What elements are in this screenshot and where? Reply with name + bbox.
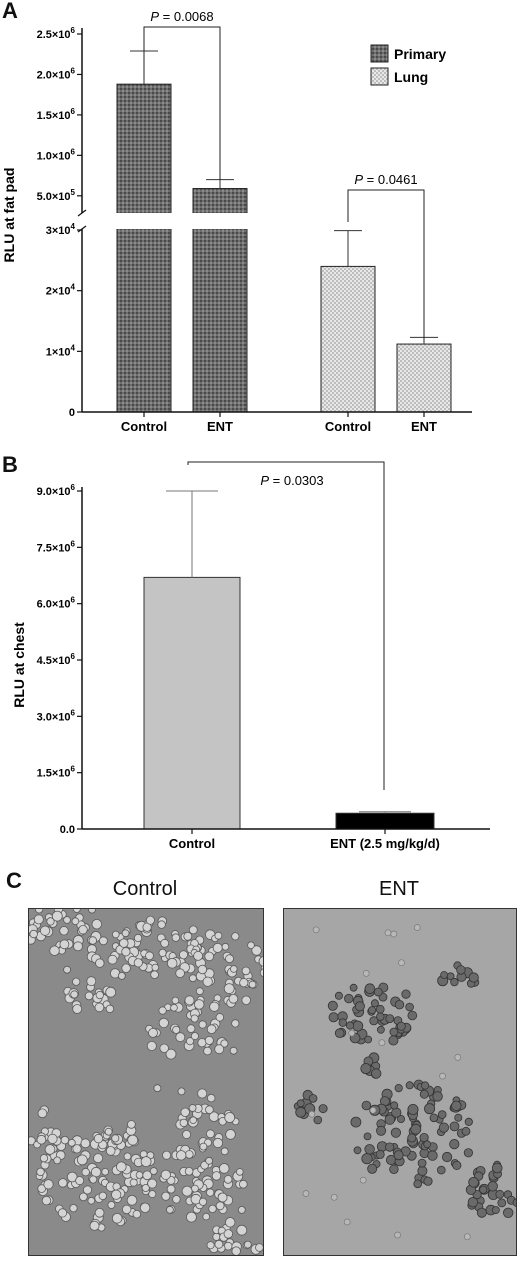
image-title-ent: ENT bbox=[379, 878, 419, 900]
p-value-b: P = 0.0303 bbox=[260, 473, 323, 488]
legend-swatch-0 bbox=[370, 44, 389, 63]
y-tick-label-b-2: 3.0×106 bbox=[37, 708, 76, 723]
y-tick-label-a-up-2: 1.5×106 bbox=[37, 107, 76, 122]
panel-label-a: A bbox=[2, 0, 18, 23]
bar-b-0 bbox=[143, 576, 241, 830]
axis-break-mark-2 bbox=[77, 225, 87, 233]
bar-b-1 bbox=[335, 812, 435, 830]
micrograph-control bbox=[28, 908, 264, 1256]
significance-bracket-b bbox=[187, 461, 385, 790]
y-tick-label-a-low-1: 1×104 bbox=[46, 343, 76, 358]
micrograph-control-cells bbox=[29, 909, 263, 1255]
p-value-a-0: P = 0.0068 bbox=[150, 9, 213, 24]
p-value-a-1: P = 0.0461 bbox=[354, 172, 417, 187]
legend-label-1: Lung bbox=[394, 69, 428, 85]
y-tick-label-b-6: 9.0×106 bbox=[37, 483, 76, 498]
y-tick-label-a-up-0: 5.0×105 bbox=[37, 188, 76, 203]
bar-a-3 bbox=[396, 343, 452, 413]
category-label-a-3: ENT bbox=[411, 419, 437, 434]
micrograph-ent-cells bbox=[293, 924, 516, 1241]
y-axis-label-a: RLU at fat pad bbox=[1, 168, 17, 263]
bar-a-0 bbox=[116, 83, 172, 413]
significance-bracket-a-1 bbox=[347, 189, 425, 342]
y-tick-label-b-4: 6.0×106 bbox=[37, 596, 76, 611]
legend-swatch-1 bbox=[370, 67, 389, 86]
chart-b: Control ENT (2.5 mg/kg/d) 0.0 1.5×106 3.0×10… bbox=[11, 461, 490, 851]
y-tick-label-a-low-0: 0 bbox=[69, 407, 75, 419]
category-label-b-1: ENT (2.5 mg/kg/d) bbox=[330, 836, 440, 851]
significance-bracket-a-0 bbox=[143, 26, 221, 180]
chart-a: Control ENT Control ENT 5.0×105 1.0×106 1.5×10… bbox=[1, 9, 472, 434]
y-tick-label-a-up-1: 1.0×106 bbox=[37, 147, 76, 162]
y-tick-label-b-1: 1.5×106 bbox=[37, 765, 76, 780]
y-tick-label-b-0: 0.0 bbox=[60, 824, 75, 836]
category-label-a-2: Control bbox=[325, 419, 371, 434]
y-tick-label-a-low-3: 3×104 bbox=[46, 222, 76, 237]
axis-break-gap bbox=[84, 213, 254, 229]
micrograph-ent bbox=[283, 908, 517, 1256]
y-tick-label-b-5: 7.5×106 bbox=[37, 539, 76, 554]
category-label-b-0: Control bbox=[169, 836, 215, 851]
y-tick-label-a-low-2: 2×104 bbox=[46, 283, 76, 298]
panel-label-b: B bbox=[2, 452, 18, 477]
legend-label-0: Primary bbox=[394, 46, 446, 62]
bar-a-2 bbox=[320, 265, 376, 413]
y-tick-label-b-3: 4.5×106 bbox=[37, 652, 76, 667]
category-label-a-0: Control bbox=[121, 419, 167, 434]
category-label-a-1: ENT bbox=[207, 419, 233, 434]
image-title-control: Control bbox=[112, 878, 178, 900]
y-tick-label-a-up-4: 2.5×106 bbox=[37, 26, 76, 41]
axis-break-mark-1 bbox=[77, 209, 87, 217]
y-tick-label-a-up-3: 2.0×106 bbox=[37, 66, 76, 81]
panel-label-c: C bbox=[6, 868, 22, 893]
y-axis-label-b: RLU at chest bbox=[11, 622, 27, 708]
